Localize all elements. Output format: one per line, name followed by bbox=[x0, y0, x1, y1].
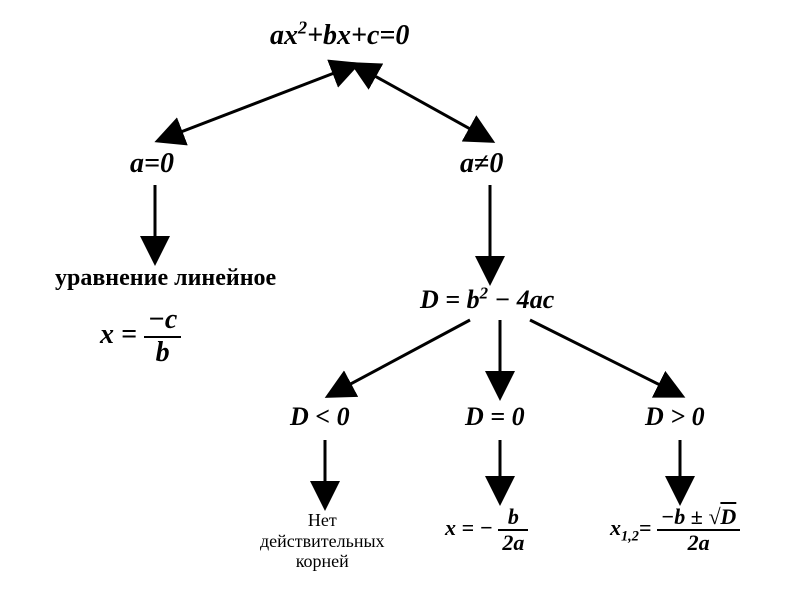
root-a: a bbox=[270, 20, 284, 51]
rp-eq: = bbox=[639, 515, 652, 540]
rp-x: x bbox=[610, 515, 621, 540]
linear-den: b bbox=[144, 338, 181, 369]
linear-label: уравнение линейное bbox=[55, 265, 276, 292]
sr-num: b bbox=[498, 505, 528, 531]
noroots-l3: корней bbox=[260, 551, 385, 572]
ane0-0: 0 bbox=[489, 148, 503, 179]
root-x: x bbox=[284, 20, 298, 51]
root-pair: x1,2= −b ± √D 2a bbox=[610, 505, 740, 555]
ane0-ne: ≠ bbox=[474, 148, 489, 179]
disc-4ac: − 4ac bbox=[488, 285, 554, 314]
disc-Deqb: D = b bbox=[420, 285, 480, 314]
rp-den: 2a bbox=[657, 531, 740, 555]
linear-num: −c bbox=[144, 305, 181, 338]
rp-sub: 1,2 bbox=[621, 529, 639, 545]
noroots-l2: действительных bbox=[260, 531, 385, 552]
linear-xeq: x = bbox=[100, 319, 137, 350]
root-equation: ax2+bx+c=0 bbox=[270, 20, 409, 52]
root-sup2: 2 bbox=[298, 18, 307, 38]
sr-xeqminus: x = − bbox=[445, 515, 493, 540]
linear-formula: x = −c b bbox=[100, 305, 181, 369]
discriminant-formula: D = b2 − 4ac bbox=[420, 285, 554, 315]
disc-sup2: 2 bbox=[480, 283, 488, 302]
no-real-roots: Нет действительных корней bbox=[260, 510, 385, 572]
d-lt-0: D < 0 bbox=[290, 402, 350, 432]
d-gt-0: D > 0 bbox=[645, 402, 705, 432]
ane0-a: a bbox=[460, 148, 474, 179]
branch-a-ne-0: a≠0 bbox=[460, 148, 503, 180]
rp-num-pre: −b ± √ bbox=[661, 504, 720, 529]
sr-fraction: b 2a bbox=[498, 505, 528, 555]
branch-a-eq-0: a=0 bbox=[130, 148, 174, 180]
single-root: x = − b 2a bbox=[445, 505, 528, 555]
rp-num-D: D bbox=[720, 504, 736, 529]
rp-fraction: −b ± √D 2a bbox=[657, 505, 740, 555]
root-bxc: +bx+c=0 bbox=[307, 20, 409, 51]
sr-den: 2a bbox=[498, 531, 528, 555]
rp-num: −b ± √D bbox=[657, 505, 740, 531]
d-eq-0: D = 0 bbox=[465, 402, 525, 432]
linear-fraction: −c b bbox=[144, 305, 181, 369]
noroots-l1: Нет bbox=[260, 510, 385, 531]
